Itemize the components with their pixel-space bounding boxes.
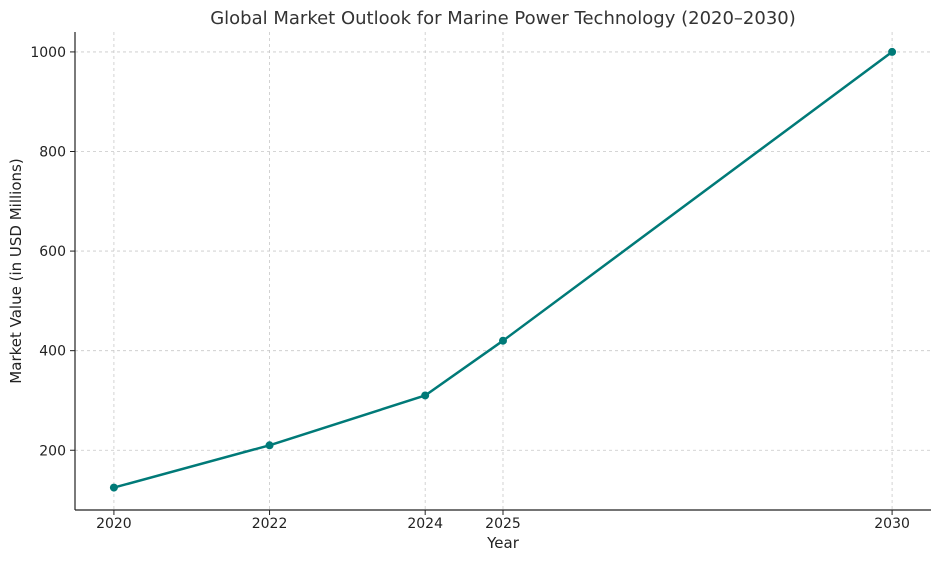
- x-axis-label: Year: [486, 534, 520, 552]
- y-axis-label: Market Value (in USD Millions): [7, 158, 25, 383]
- data-point: [499, 337, 507, 345]
- chart-title: Global Market Outlook for Marine Power T…: [210, 8, 796, 29]
- y-tick-label: 200: [39, 443, 66, 459]
- grid: [75, 32, 931, 510]
- x-ticks: 2020 2022 2024 2025 2030: [96, 510, 910, 532]
- x-tick-label: 2020: [96, 516, 132, 532]
- y-tick-label: 1000: [30, 45, 66, 61]
- x-tick-label: 2022: [252, 516, 288, 532]
- axes: [75, 32, 931, 510]
- x-tick-label: 2030: [874, 516, 910, 532]
- y-tick-label: 600: [39, 244, 66, 260]
- data-point: [888, 48, 896, 56]
- x-tick-label: 2025: [485, 516, 521, 532]
- y-tick-label: 800: [39, 145, 66, 161]
- data-point: [110, 484, 118, 492]
- y-tick-label: 400: [39, 344, 66, 360]
- data-point: [421, 391, 429, 399]
- x-tick-label: 2024: [407, 516, 443, 532]
- series: [110, 48, 896, 492]
- data-point: [266, 441, 274, 449]
- y-ticks: 200 400 600 800 1000: [30, 45, 75, 459]
